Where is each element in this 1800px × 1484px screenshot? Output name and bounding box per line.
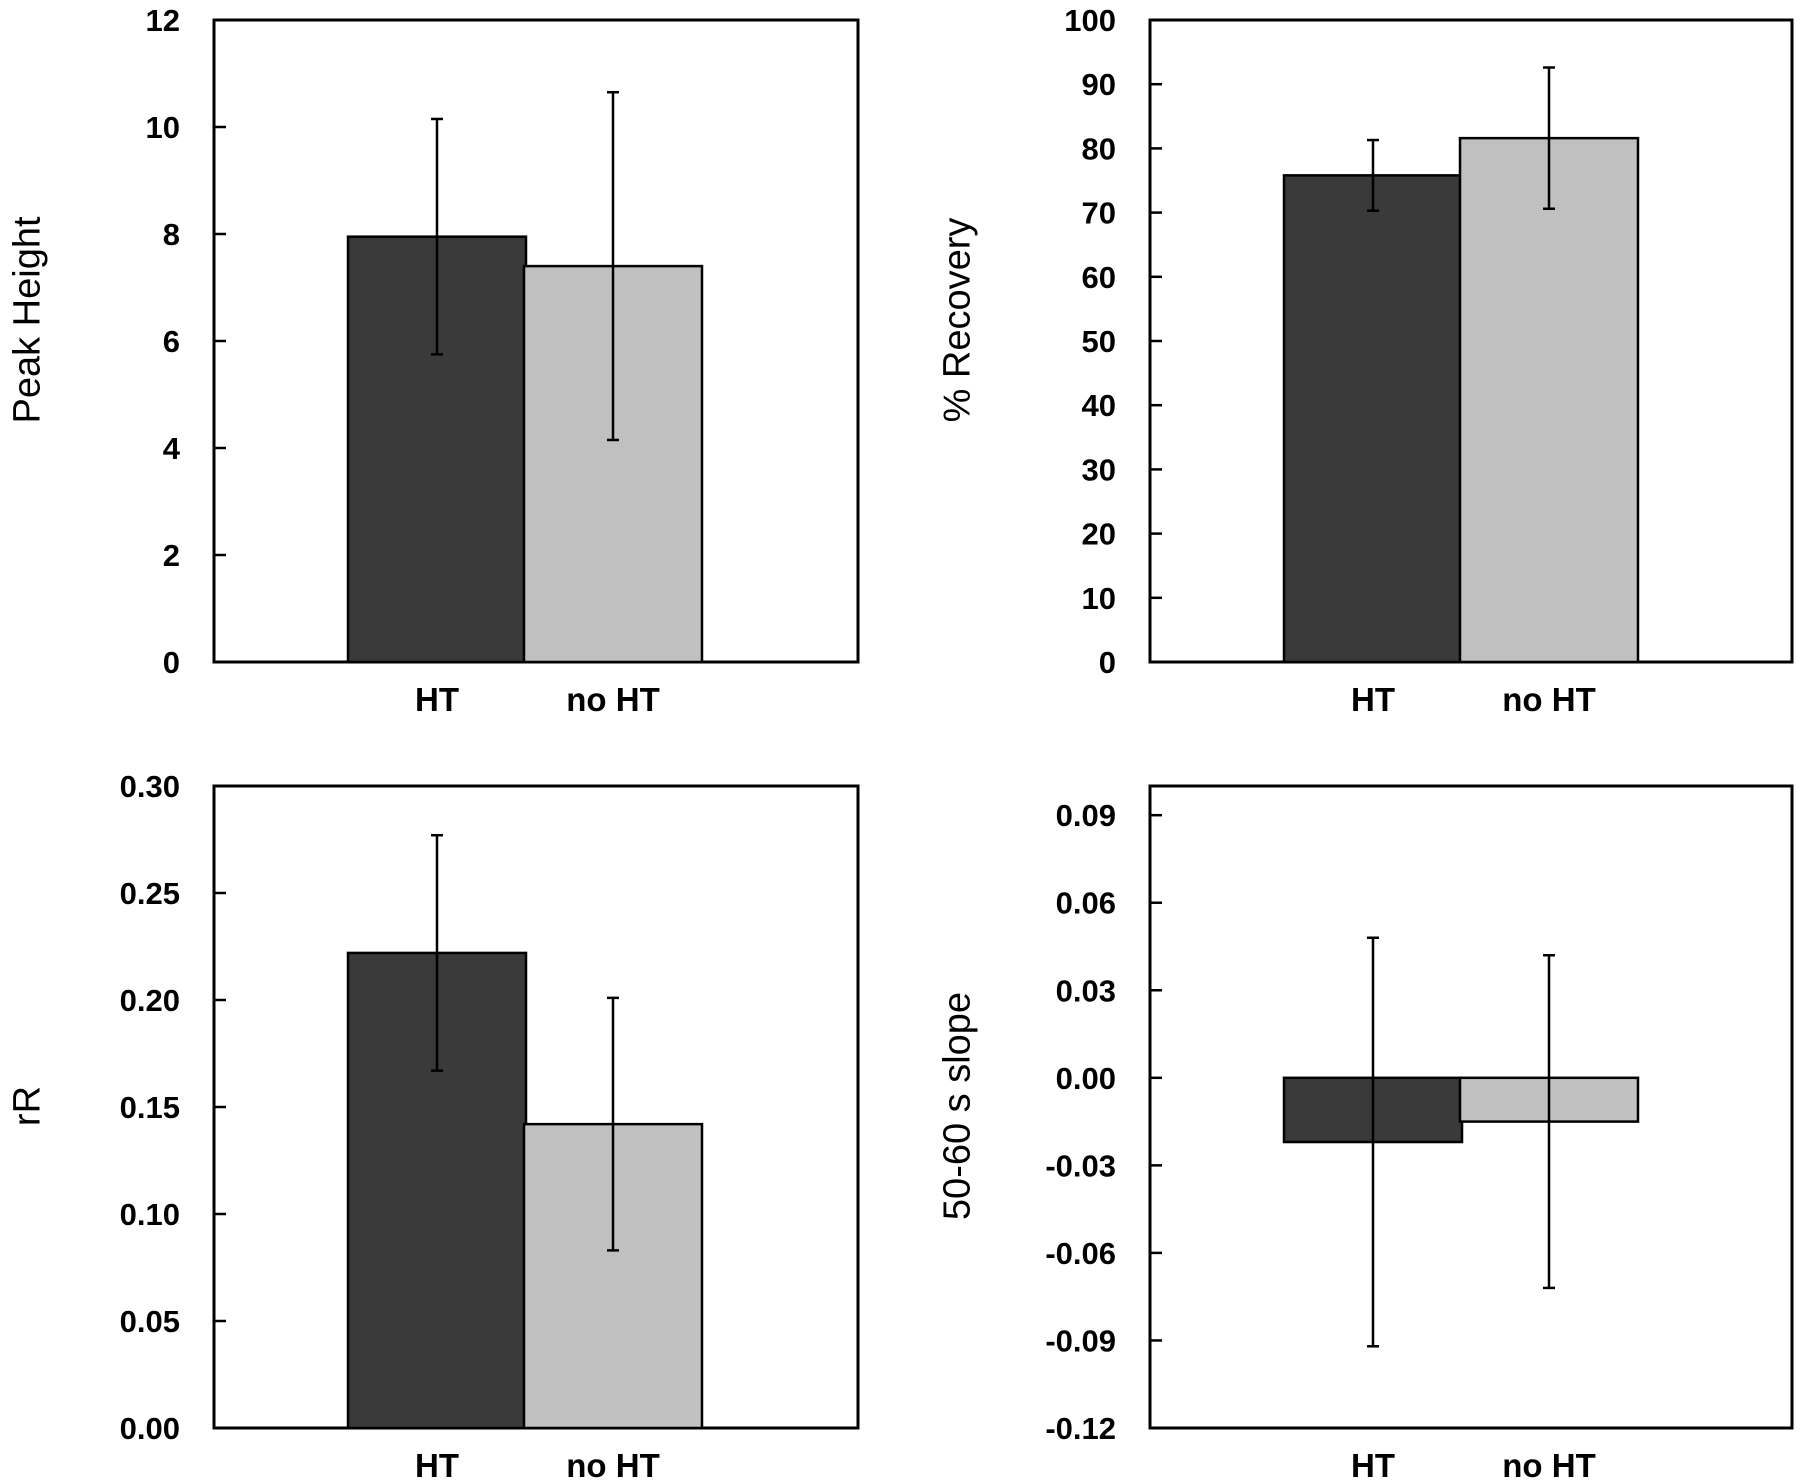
y-tick-label: 8 [163, 217, 180, 252]
y-tick-label: 0.20 [120, 983, 180, 1018]
chart-panel-1: 0 2 4 6 8 10 12 Peak Height HT no HT [6, 3, 860, 718]
y-tick-label: 0.15 [120, 1090, 180, 1125]
y-tick-label: -0.03 [1045, 1148, 1116, 1183]
chart-panel-3: 0.00 0.05 0.10 0.15 0.20 0.25 0.30 rR HT no HT [6, 769, 860, 1484]
y-tick-label: 70 [1082, 196, 1116, 231]
bar [1282, 174, 1464, 664]
y-axis-title: rR [6, 1086, 48, 1126]
y-tick-label: 20 [1082, 517, 1116, 552]
y-tick-label: 0 [1099, 645, 1116, 680]
y-tick-label: -0.06 [1045, 1236, 1116, 1271]
y-tick-label: 0.25 [120, 876, 180, 911]
y-tick-label: 0.10 [120, 1197, 180, 1232]
y-tick-label: 0.00 [120, 1411, 180, 1446]
y-tick-label: 100 [1064, 3, 1116, 38]
y-tick-label: 4 [163, 431, 181, 466]
y-axis-title: 50-60 s slope [936, 992, 978, 1220]
y-tick-label: 0.05 [120, 1304, 180, 1339]
y-tick-label: 40 [1082, 388, 1116, 423]
y-axis-title: % Recovery [936, 218, 978, 423]
y-tick-label: 0.00 [1056, 1061, 1116, 1096]
y-tick-label: 30 [1082, 452, 1116, 487]
x-category-label: HT [1351, 1447, 1395, 1484]
y-tick-label: 90 [1082, 67, 1116, 102]
chart-panel-2: 0 10 20 30 40 50 60 70 80 90 100 % Recovery HT no HT [936, 3, 1794, 718]
y-tick-label: 2 [163, 538, 180, 573]
y-tick-label: 50 [1082, 324, 1116, 359]
y-tick-label: 80 [1082, 131, 1116, 166]
y-tick-label: 12 [146, 3, 180, 38]
y-axis-title: Peak Height [6, 216, 48, 423]
y-tick-label: 10 [146, 110, 180, 145]
y-tick-label: 0 [163, 645, 180, 680]
y-tick-label: 6 [163, 324, 180, 359]
x-category-label: HT [415, 1447, 459, 1484]
chart-panel-4: -0.12 -0.09 -0.06 -0.03 0.00 0.03 0.06 0.09 50-6… [936, 784, 1794, 1484]
y-tick-label: 10 [1082, 581, 1116, 616]
x-category-label: no HT [1502, 681, 1595, 718]
x-category-label: no HT [566, 681, 659, 718]
y-tick-label: 0.09 [1056, 798, 1116, 833]
y-tick-label: 0.03 [1056, 973, 1116, 1008]
x-category-label: HT [415, 681, 459, 718]
y-tick-label: -0.09 [1045, 1323, 1116, 1358]
x-category-label: no HT [1502, 1447, 1595, 1484]
y-tick-label: 60 [1082, 260, 1116, 295]
y-tick-label: 0.30 [120, 769, 180, 804]
x-category-label: no HT [566, 1447, 659, 1484]
plot-frame [1148, 784, 1794, 1430]
x-category-label: HT [1351, 681, 1395, 718]
bar [1458, 136, 1640, 664]
y-tick-label: -0.12 [1045, 1411, 1116, 1446]
y-tick-label: 0.06 [1056, 886, 1116, 921]
